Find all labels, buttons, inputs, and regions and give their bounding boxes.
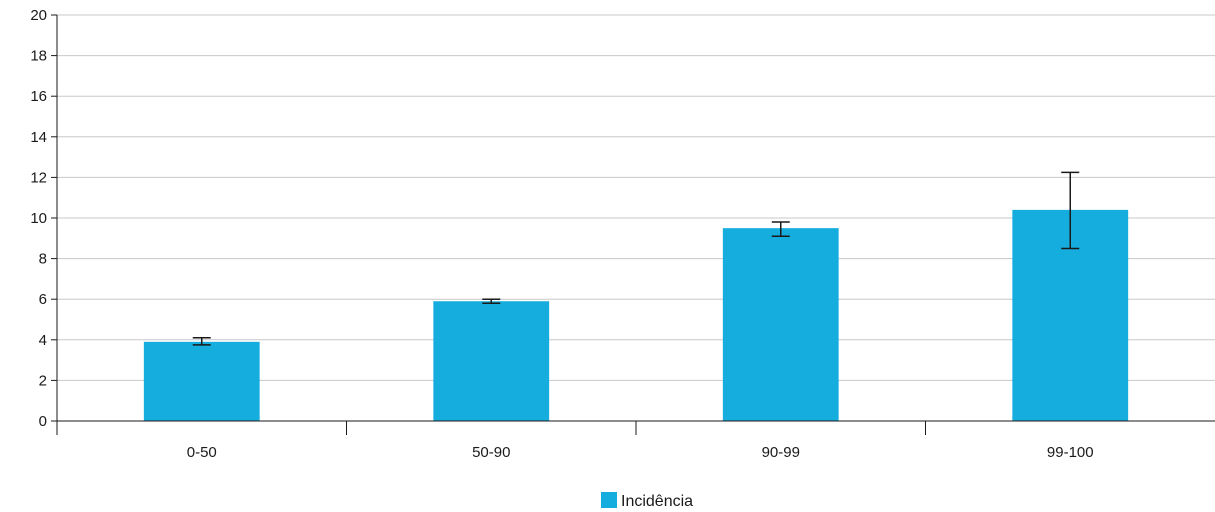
x-tick-label: 99-100 (1047, 444, 1094, 461)
y-tick-label: 8 (39, 251, 47, 268)
y-tick-label: 6 (39, 291, 47, 308)
y-tick-label: 18 (30, 48, 47, 65)
y-tick-label: 4 (39, 332, 47, 349)
y-tick-label: 10 (30, 210, 47, 227)
y-tick-label: 20 (30, 7, 47, 24)
x-tick-label: 50-90 (472, 444, 510, 461)
bars (143, 209, 1129, 421)
error-bar-99-100 (1061, 171, 1080, 250)
gridlines (57, 14, 1215, 381)
y-tick-label: 2 (39, 372, 47, 389)
error-bars (192, 171, 1080, 346)
bar-0-50 (143, 341, 260, 421)
y-tick-labels: 0 2 4 6 8 10 12 14 16 18 20 (30, 7, 47, 430)
y-tick-label: 16 (30, 88, 47, 105)
axes (51, 14, 1215, 435)
legend: Incidência (601, 492, 693, 510)
error-bar-50-90 (482, 298, 501, 305)
error-bar-90-99 (771, 221, 790, 238)
y-tick-label: 14 (30, 129, 47, 146)
y-tick-label: 12 (30, 169, 47, 186)
x-tick-label: 0-50 (187, 444, 217, 461)
x-tick-labels: 0-50 50-90 90-99 99-100 (187, 444, 1094, 461)
error-bar-0-50 (192, 337, 211, 346)
legend-swatch (601, 492, 617, 508)
bar-50-90 (433, 301, 550, 421)
legend-label: Incidência (621, 493, 693, 510)
y-tick-label: 0 (39, 413, 47, 430)
x-tick-label: 90-99 (762, 444, 800, 461)
bar-90-99 (722, 228, 839, 421)
